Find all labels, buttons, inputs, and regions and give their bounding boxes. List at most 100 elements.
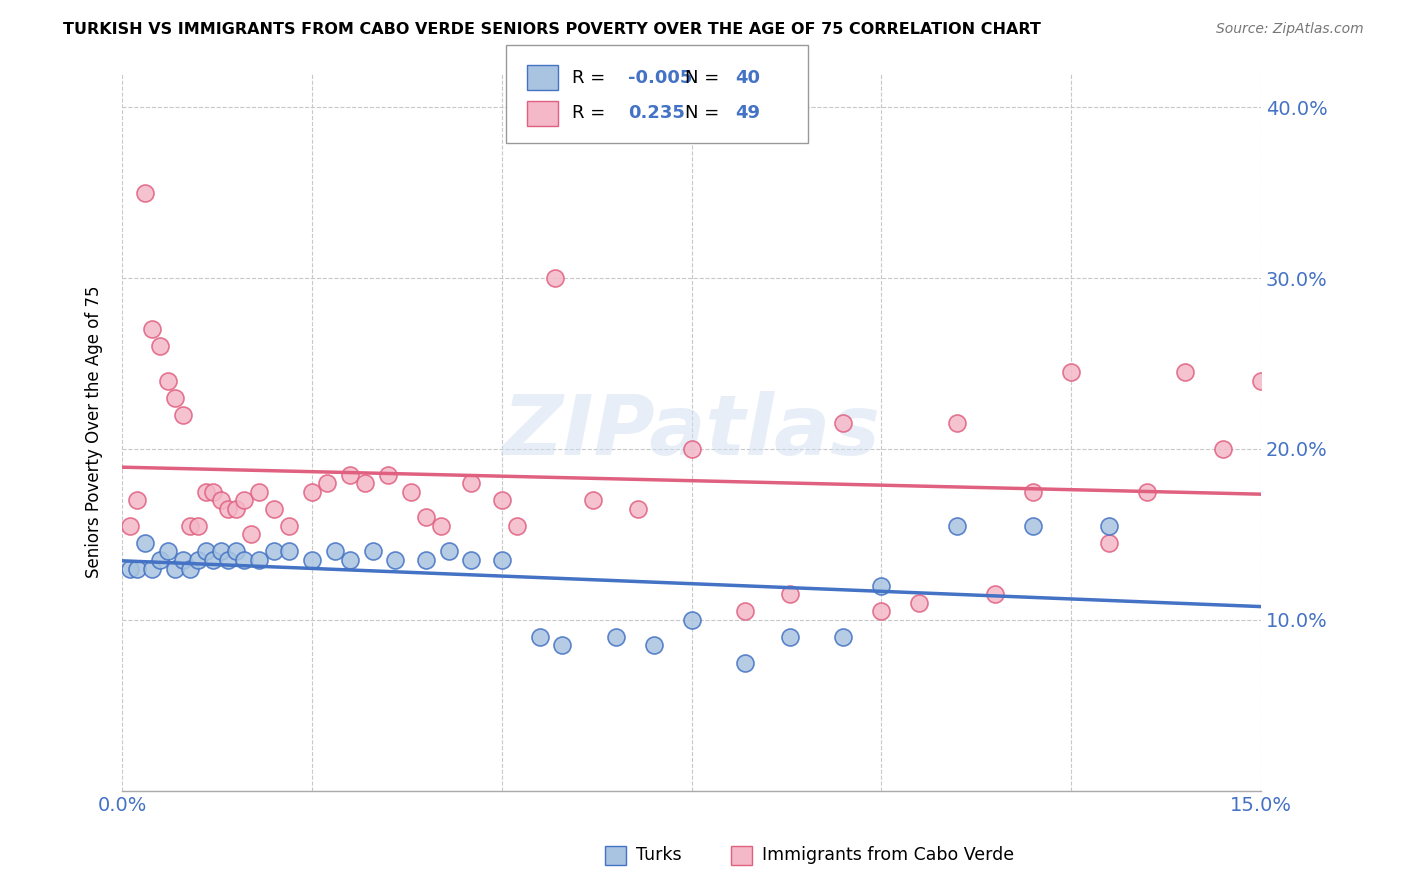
Point <box>870 579 893 593</box>
Text: ZIPatlas: ZIPatlas <box>503 392 880 473</box>
Point <box>1060 365 1083 379</box>
Point <box>832 417 855 431</box>
Text: R =: R = <box>572 104 612 122</box>
Point <box>232 553 254 567</box>
Point <box>118 518 141 533</box>
Point <box>118 561 141 575</box>
Point <box>172 408 194 422</box>
Point <box>240 527 263 541</box>
Point <box>605 630 627 644</box>
Point <box>832 630 855 644</box>
Point <box>339 467 361 482</box>
Text: 49: 49 <box>735 104 761 122</box>
Point <box>194 484 217 499</box>
Point <box>225 544 247 558</box>
Point <box>263 501 285 516</box>
Point <box>156 544 179 558</box>
Point <box>529 630 551 644</box>
Text: 0.235: 0.235 <box>628 104 685 122</box>
Point <box>779 587 801 601</box>
Point <box>437 544 460 558</box>
Point <box>202 484 225 499</box>
Point <box>908 596 931 610</box>
Point <box>247 484 270 499</box>
Point <box>194 544 217 558</box>
Point <box>681 613 703 627</box>
Point <box>354 476 377 491</box>
Point <box>217 501 239 516</box>
Text: 40: 40 <box>735 69 761 87</box>
Point <box>1022 518 1045 533</box>
Point <box>377 467 399 482</box>
Point <box>263 544 285 558</box>
Point <box>217 553 239 567</box>
Point <box>339 553 361 567</box>
Point <box>582 493 605 508</box>
Point <box>870 604 893 618</box>
Text: Immigrants from Cabo Verde: Immigrants from Cabo Verde <box>762 846 1014 863</box>
Point <box>141 322 163 336</box>
Point <box>209 493 232 508</box>
Point <box>209 544 232 558</box>
Point <box>134 536 156 550</box>
Point <box>681 442 703 456</box>
Point <box>491 553 513 567</box>
Point <box>232 493 254 508</box>
Point <box>779 630 801 644</box>
Point <box>165 561 187 575</box>
Point <box>278 544 301 558</box>
Point <box>984 587 1007 601</box>
Point <box>1212 442 1234 456</box>
Point <box>316 476 339 491</box>
Point <box>627 501 650 516</box>
Text: -0.005: -0.005 <box>628 69 693 87</box>
Point <box>156 374 179 388</box>
Point <box>278 518 301 533</box>
Point <box>179 518 201 533</box>
Point <box>165 391 187 405</box>
Point <box>187 518 209 533</box>
Text: N =: N = <box>685 104 724 122</box>
Point <box>399 484 422 499</box>
Point <box>734 656 756 670</box>
Point <box>430 518 453 533</box>
Text: TURKISH VS IMMIGRANTS FROM CABO VERDE SENIORS POVERTY OVER THE AGE OF 75 CORRELA: TURKISH VS IMMIGRANTS FROM CABO VERDE SE… <box>63 22 1042 37</box>
Point <box>506 518 529 533</box>
Point <box>247 553 270 567</box>
Point <box>384 553 406 567</box>
Point <box>127 561 149 575</box>
Point <box>127 493 149 508</box>
Point <box>149 553 172 567</box>
Point <box>734 604 756 618</box>
Point <box>1136 484 1159 499</box>
Point <box>946 518 969 533</box>
Point <box>460 553 482 567</box>
Point <box>544 271 567 285</box>
Point <box>415 510 437 524</box>
Text: N =: N = <box>685 69 724 87</box>
Point <box>1022 484 1045 499</box>
Point <box>301 553 323 567</box>
Point <box>179 561 201 575</box>
Point <box>361 544 384 558</box>
Point <box>149 339 172 353</box>
Point <box>134 186 156 200</box>
Point <box>415 553 437 567</box>
Point <box>141 561 163 575</box>
Text: Source: ZipAtlas.com: Source: ZipAtlas.com <box>1216 22 1364 37</box>
Point <box>172 553 194 567</box>
Point <box>187 553 209 567</box>
Point <box>1174 365 1197 379</box>
Point <box>551 639 574 653</box>
Point <box>323 544 346 558</box>
Point <box>460 476 482 491</box>
Point <box>1098 536 1121 550</box>
Point <box>1098 518 1121 533</box>
Point <box>491 493 513 508</box>
Point <box>225 501 247 516</box>
Text: Turks: Turks <box>636 846 681 863</box>
Point <box>946 417 969 431</box>
Point <box>301 484 323 499</box>
Point <box>643 639 665 653</box>
Point <box>202 553 225 567</box>
